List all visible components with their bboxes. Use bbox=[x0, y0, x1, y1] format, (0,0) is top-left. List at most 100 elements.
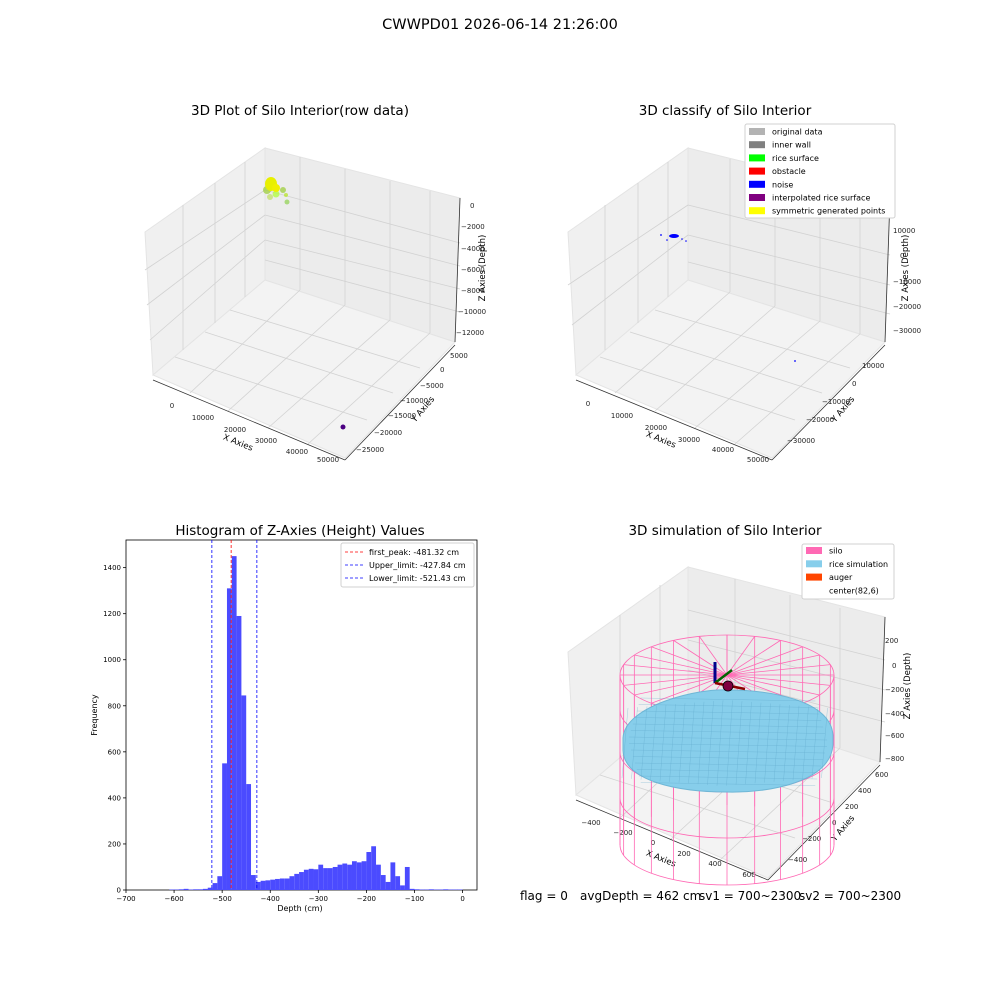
classify-xtick: 50000 bbox=[747, 456, 769, 464]
simulation-zlabel: Z Axies (Depth) bbox=[903, 653, 913, 720]
histogram-bar bbox=[251, 875, 256, 890]
histogram-bar bbox=[246, 784, 252, 890]
histogram-bar bbox=[366, 852, 372, 890]
histogram-bar bbox=[323, 868, 328, 890]
raw-xlabel: X Axies bbox=[221, 433, 254, 454]
simulation-ztick: 0 bbox=[892, 662, 896, 670]
histogram-bar bbox=[380, 875, 386, 890]
raw-zlabel: Z Axies (Depth) bbox=[478, 235, 488, 302]
classify-xtick: 10000 bbox=[611, 412, 633, 420]
histogram-ytick-label: 1400 bbox=[103, 564, 121, 572]
histogram-xtick-label: 0 bbox=[460, 895, 464, 903]
histogram-bar bbox=[178, 889, 184, 890]
histogram-bar bbox=[371, 846, 377, 890]
raw-ytick: −25000 bbox=[356, 446, 384, 454]
simulation-plot-title: 3D simulation of Silo Interior bbox=[628, 523, 822, 539]
histogram-bar bbox=[390, 862, 396, 890]
simulation-legend-entry: silo bbox=[829, 547, 843, 556]
histogram-ytick-label: 200 bbox=[108, 840, 121, 848]
raw-ztick: 0 bbox=[470, 202, 474, 210]
histogram-bar bbox=[255, 881, 261, 890]
histogram-bar bbox=[414, 889, 420, 890]
classify-legend-entry: interpolated rice surface bbox=[772, 194, 870, 203]
simulation-ytick: −200 bbox=[802, 835, 821, 843]
simulation-ztick: −400 bbox=[885, 710, 904, 718]
histogram-bar bbox=[332, 866, 338, 890]
histogram-bar bbox=[222, 763, 227, 890]
histogram-bar bbox=[404, 866, 410, 890]
raw-ztick: −4000 bbox=[461, 245, 485, 253]
histogram-bar bbox=[284, 878, 290, 890]
simulation-xtick: 200 bbox=[677, 850, 690, 858]
histogram-xlabel: Depth (cm) bbox=[277, 904, 322, 913]
auger-marker bbox=[713, 662, 746, 692]
histogram-bar bbox=[395, 876, 401, 890]
histogram-bar bbox=[207, 887, 213, 890]
raw-3d-plot: 0 10000 20000 30000 40000 50000 X Axies … bbox=[144, 147, 488, 464]
histogram-ylabel: Frequency bbox=[90, 694, 99, 736]
histogram-bar bbox=[385, 881, 391, 890]
classify-ytick: −10000 bbox=[822, 398, 850, 406]
figure-title: CWWPD01 2026-06-14 21:26:00 bbox=[382, 17, 618, 33]
histogram-bar bbox=[212, 883, 218, 890]
classify-ztick: −20000 bbox=[893, 303, 921, 311]
raw-ztick: −10000 bbox=[458, 308, 486, 316]
classify-ytick: 0 bbox=[852, 380, 856, 388]
raw-xtick: 20000 bbox=[224, 426, 246, 434]
simulation-ytick: 600 bbox=[875, 771, 888, 779]
simulation-ztick: −800 bbox=[885, 755, 904, 763]
raw-outlier-point bbox=[340, 424, 346, 430]
raw-plot-title: 3D Plot of Silo Interior(row data) bbox=[191, 103, 409, 119]
classify-plot-title: 3D classify of Silo Interior bbox=[638, 103, 812, 119]
histogram-xtick-label: −600 bbox=[164, 895, 183, 903]
histogram-bar bbox=[294, 873, 300, 890]
histogram-xtick-label: −400 bbox=[261, 895, 280, 903]
classify-xtick: 40000 bbox=[712, 446, 734, 454]
histogram-legend-entry: Upper_limit: -427.84 cm bbox=[369, 561, 466, 570]
classify-legend-entry: noise bbox=[772, 180, 793, 189]
classify-ytick: −30000 bbox=[787, 437, 815, 445]
raw-xtick: 30000 bbox=[255, 437, 277, 445]
histogram-bar bbox=[308, 868, 314, 890]
simulation-legend: silo rice simulation auger center(82,6) bbox=[801, 543, 895, 600]
raw-ytick: −10000 bbox=[400, 397, 428, 405]
classify-zlabel: Z Axies (Depth) bbox=[901, 235, 911, 302]
raw-ytick: −5000 bbox=[420, 382, 444, 390]
histogram-xtick-label: −300 bbox=[309, 895, 328, 903]
histogram-ytick-label: 800 bbox=[108, 702, 121, 710]
raw-grid bbox=[144, 157, 461, 445]
histogram-bar bbox=[265, 880, 271, 890]
raw-ztick: −6000 bbox=[461, 266, 485, 274]
simulation-xtick: 600 bbox=[742, 871, 755, 879]
simulation-ylabel: Y Axies bbox=[829, 813, 857, 844]
histogram-bar bbox=[289, 876, 295, 890]
histogram-bar bbox=[318, 864, 324, 890]
histogram-legend: first_peak: -481.32 cm Upper_limit: -427.… bbox=[340, 542, 475, 588]
classify-legend-entry: inner wall bbox=[772, 141, 811, 150]
histogram-bar bbox=[270, 879, 276, 890]
simulation-ytick: 200 bbox=[845, 803, 858, 811]
histogram-bar bbox=[351, 861, 357, 890]
simulation-xtick: −200 bbox=[613, 829, 632, 837]
simulation-ytick: 400 bbox=[858, 787, 871, 795]
histogram-ytick-label: 1200 bbox=[103, 610, 121, 618]
histogram-legend-entry: Lower_limit: -521.43 cm bbox=[369, 574, 466, 583]
raw-ztick: −12000 bbox=[456, 329, 484, 337]
simulation-ytick: −400 bbox=[788, 856, 807, 864]
simulation-legend-entry: center(82,6) bbox=[829, 586, 879, 595]
raw-ztick: −8000 bbox=[461, 287, 485, 295]
histogram-plot: −700 −600 −500 −400 −300 −200 −100 0 0 200 400 600 8… bbox=[90, 539, 478, 913]
raw-ytick: −15000 bbox=[388, 412, 416, 420]
classify-legend-entry: obstacle bbox=[772, 167, 806, 176]
histogram-bar bbox=[198, 889, 203, 890]
footer-sv1: sv1 = 700~2300 bbox=[699, 889, 802, 903]
raw-ytick: −20000 bbox=[374, 429, 402, 437]
footer-avg-depth: avgDepth = 462 cm bbox=[580, 889, 702, 903]
simulation-legend-entry: auger bbox=[829, 573, 853, 582]
classify-3d-plot: 0 10000 20000 30000 40000 50000 X Axies … bbox=[567, 123, 921, 464]
classify-xtick: 30000 bbox=[678, 436, 700, 444]
histogram-ytick-label: 1000 bbox=[103, 656, 121, 664]
classify-ztick: −10000 bbox=[893, 278, 921, 286]
classify-xtick: 0 bbox=[586, 400, 590, 408]
histogram-ytick-label: 0 bbox=[117, 887, 121, 895]
